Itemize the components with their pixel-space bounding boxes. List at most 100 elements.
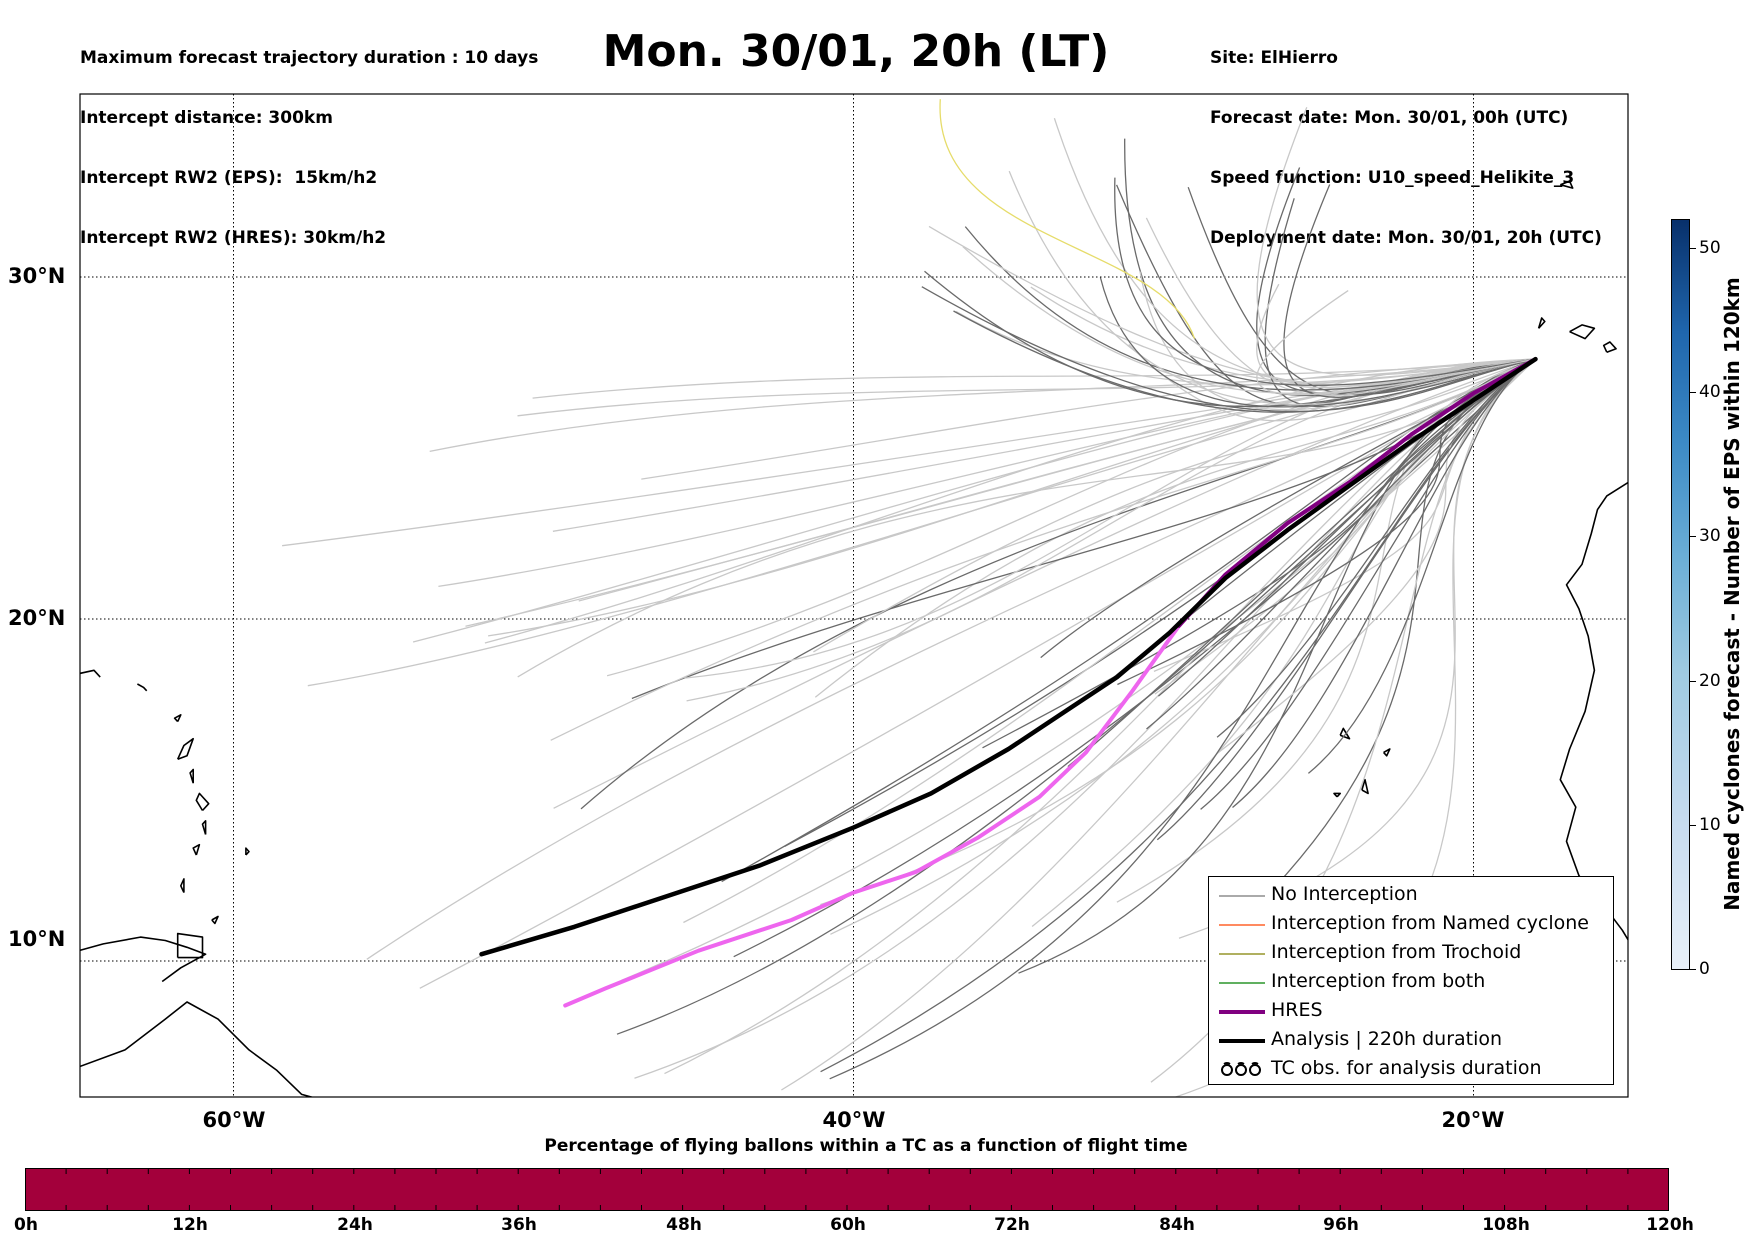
coastline	[137, 683, 148, 692]
flight-time-label: 108h	[1482, 1215, 1530, 1235]
map-title: Mon. 30/01, 20h (LT)	[602, 26, 1110, 77]
colorbar-tick	[1690, 392, 1696, 393]
eps-trajectory	[1178, 358, 1536, 939]
legend-item: HRES	[1209, 997, 1613, 1023]
eps-trajectory	[1146, 358, 1536, 730]
coastline	[189, 768, 194, 784]
flight-time-label: 12h	[172, 1215, 208, 1235]
eps-trajectory	[1256, 106, 1536, 376]
header-right-info: Site: ElHierro Forecast date: Mon. 30/01…	[1210, 8, 1602, 268]
header-right-line: Deployment date: Mon. 30/01, 20h (UTC)	[1210, 228, 1602, 248]
eps-trajectories	[282, 99, 1536, 1097]
eps-trajectory	[580, 358, 1536, 810]
legend-label: Interception from both	[1271, 970, 1486, 992]
flight-time-label: 24h	[337, 1215, 373, 1235]
colorbar-tick	[1690, 681, 1696, 682]
legend-label: Interception from Named cyclone	[1271, 912, 1589, 934]
eps-trajectory	[1128, 344, 1536, 422]
coastline	[192, 843, 201, 856]
main-trajectories	[479, 356, 1538, 1008]
flight-time-label: 84h	[1159, 1215, 1195, 1235]
eps-trajectory	[1256, 167, 1536, 394]
eps-trajectory	[955, 310, 1536, 386]
coastline	[195, 792, 210, 812]
eps-trajectory	[686, 358, 1536, 702]
eps-trajectory	[928, 225, 1536, 386]
legend: No Interception Interception from Named …	[1208, 876, 1614, 1085]
legend-label: Analysis | 220h duration	[1271, 1028, 1503, 1050]
header-left-line: Intercept RW2 (HRES): 30km/h2	[80, 228, 387, 248]
eps-trajectory	[1232, 358, 1536, 809]
legend-item: TC obs. for analysis duration	[1209, 1055, 1613, 1081]
eps-count-colorbar	[1671, 219, 1690, 970]
coastline	[211, 915, 219, 925]
coastline	[80, 1001, 315, 1097]
coastline	[1537, 317, 1546, 329]
flight-time-label: 60h	[830, 1215, 866, 1235]
legend-line-icon	[1219, 953, 1265, 955]
eps-trajectory	[366, 358, 1536, 960]
eps-trajectory	[1200, 358, 1536, 810]
colorbar-tick-label: 20	[1699, 671, 1721, 691]
tc-symbol-icon	[1221, 1062, 1261, 1076]
coastline	[1361, 778, 1369, 795]
lon-label-60w: 60°W	[202, 1108, 266, 1132]
hres-trajectory-segment	[1177, 357, 1538, 628]
header-right-line: Site: ElHierro	[1210, 48, 1338, 68]
eps-trajectory	[1156, 358, 1536, 841]
colorbar-tick	[1690, 825, 1696, 826]
colorbar-tick	[1690, 969, 1696, 970]
legend-label: No Interception	[1271, 883, 1418, 905]
coastline	[176, 737, 194, 760]
eps-trajectory	[1307, 358, 1536, 774]
eps-trajectory-yellow	[939, 99, 1196, 339]
eps-trajectory	[820, 358, 1536, 906]
colorbar-tick-label: 50	[1699, 238, 1721, 258]
eps-trajectory	[1216, 358, 1536, 738]
legend-item: Interception from Named cyclone	[1209, 910, 1613, 936]
flight-time-colorbar	[25, 1168, 1669, 1211]
legend-line-icon	[1219, 895, 1265, 897]
lat-label-30n: 30°N	[8, 264, 66, 288]
header-right-line: Forecast date: Mon. 30/01, 00h (UTC)	[1210, 108, 1569, 128]
header-right-line: Speed function: U10_speed_Helikite_3	[1210, 168, 1575, 188]
header-left-line: Maximum forecast trajectory duration : 1…	[80, 48, 539, 68]
legend-line-icon	[1219, 1010, 1265, 1014]
eps-trajectory	[282, 358, 1536, 547]
eps-trajectory	[641, 358, 1536, 480]
lon-label-20w: 20°W	[1441, 1108, 1505, 1132]
legend-item: No Interception	[1209, 881, 1613, 907]
header-left-line: Intercept RW2 (EPS): 15km/h2	[80, 168, 378, 188]
eps-trajectory	[830, 358, 1536, 935]
eps-trajectory	[820, 358, 1536, 1073]
flight-time-label: 96h	[1323, 1215, 1359, 1235]
flight-time-label: 0h	[14, 1215, 38, 1235]
legend-label: Interception from Trochoid	[1271, 941, 1522, 963]
flight-time-colorbar-title: Percentage of flying ballons within a TC…	[544, 1136, 1188, 1156]
coastline	[176, 932, 204, 959]
legend-line-icon	[1219, 924, 1265, 926]
eps-trajectory	[1256, 290, 1536, 396]
eps-trajectory	[550, 358, 1536, 741]
coastline	[173, 713, 182, 723]
coastline	[180, 878, 185, 893]
colorbar-tick-label: 10	[1699, 815, 1721, 835]
colorbar-tick-label: 40	[1699, 382, 1721, 402]
analysis-trajectory	[479, 356, 1538, 957]
eps-trajectory	[621, 358, 1536, 981]
legend-item: Interception from both	[1209, 968, 1613, 994]
colorbar-title: Named cyclones forecast - Number of EPS …	[1720, 277, 1744, 911]
eps-trajectory	[1217, 358, 1536, 754]
legend-line-icon	[1219, 982, 1265, 984]
coastline	[1650, 322, 1666, 343]
coastline	[1569, 324, 1596, 340]
eps-trajectory	[814, 358, 1536, 698]
eps-trajectory	[721, 358, 1536, 883]
flight-time-label: 48h	[666, 1215, 702, 1235]
eps-trajectory	[553, 358, 1536, 809]
legend-label: TC obs. for analysis duration	[1271, 1057, 1542, 1079]
eps-trajectory	[829, 358, 1536, 1080]
coastline	[1333, 792, 1341, 798]
header-left-info: Maximum forecast trajectory duration : 1…	[80, 8, 538, 268]
lat-label-10n: 10°N	[8, 927, 66, 951]
